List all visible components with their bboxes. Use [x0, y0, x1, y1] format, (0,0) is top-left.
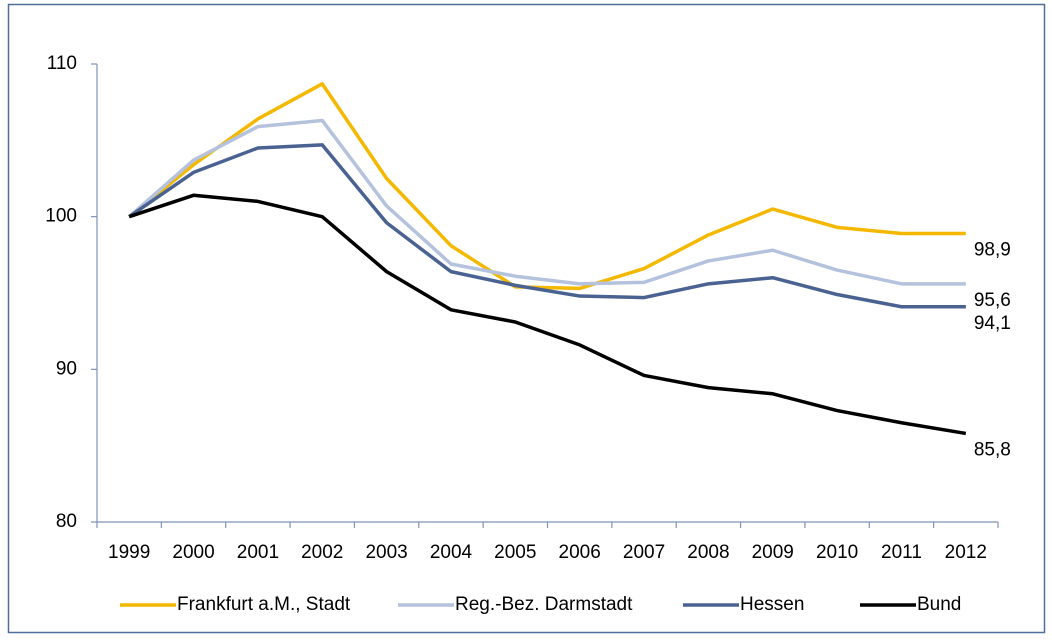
- x-tick-label: 2011: [881, 542, 922, 563]
- legend-label: Hessen: [740, 594, 804, 615]
- x-tick-label: 2003: [365, 542, 407, 563]
- data-label: 94,1: [974, 313, 1011, 334]
- legend-label: Reg.-Bez. Darmstadt: [455, 594, 633, 615]
- x-tick-label: 2007: [623, 542, 665, 563]
- data-label: 98,9: [974, 239, 1011, 260]
- line-series: [128, 82, 966, 291]
- x-tick-label: 2000: [172, 542, 214, 563]
- line-series: [128, 193, 967, 436]
- x-tick-label: 2009: [752, 542, 794, 563]
- x-tick-label: 2006: [559, 542, 601, 563]
- x-tick-label: 2004: [430, 542, 473, 563]
- y-tick-label: 80: [56, 511, 77, 532]
- legend-label: Frankfurt a.M., Stadt: [177, 594, 351, 615]
- x-tick-label: 2012: [945, 542, 987, 563]
- y-tick-label: 100: [45, 206, 77, 227]
- x-tick-label: 2005: [494, 542, 536, 563]
- x-tick-label: 2010: [816, 542, 858, 563]
- chart-frame: [7, 3, 1046, 634]
- legend-label: Bund: [917, 594, 961, 615]
- x-tick-label: 1999: [108, 542, 150, 563]
- x-tick-label: 2001: [237, 542, 279, 563]
- data-label: 95,6: [974, 290, 1011, 311]
- y-tick-label: 90: [56, 358, 77, 379]
- y-tick-label: 110: [47, 53, 77, 74]
- data-label: 85,8: [974, 439, 1011, 460]
- x-tick-label: 2002: [301, 542, 343, 563]
- line-series: [128, 143, 966, 309]
- line-series: [128, 118, 966, 286]
- x-tick-label: 2008: [687, 542, 729, 563]
